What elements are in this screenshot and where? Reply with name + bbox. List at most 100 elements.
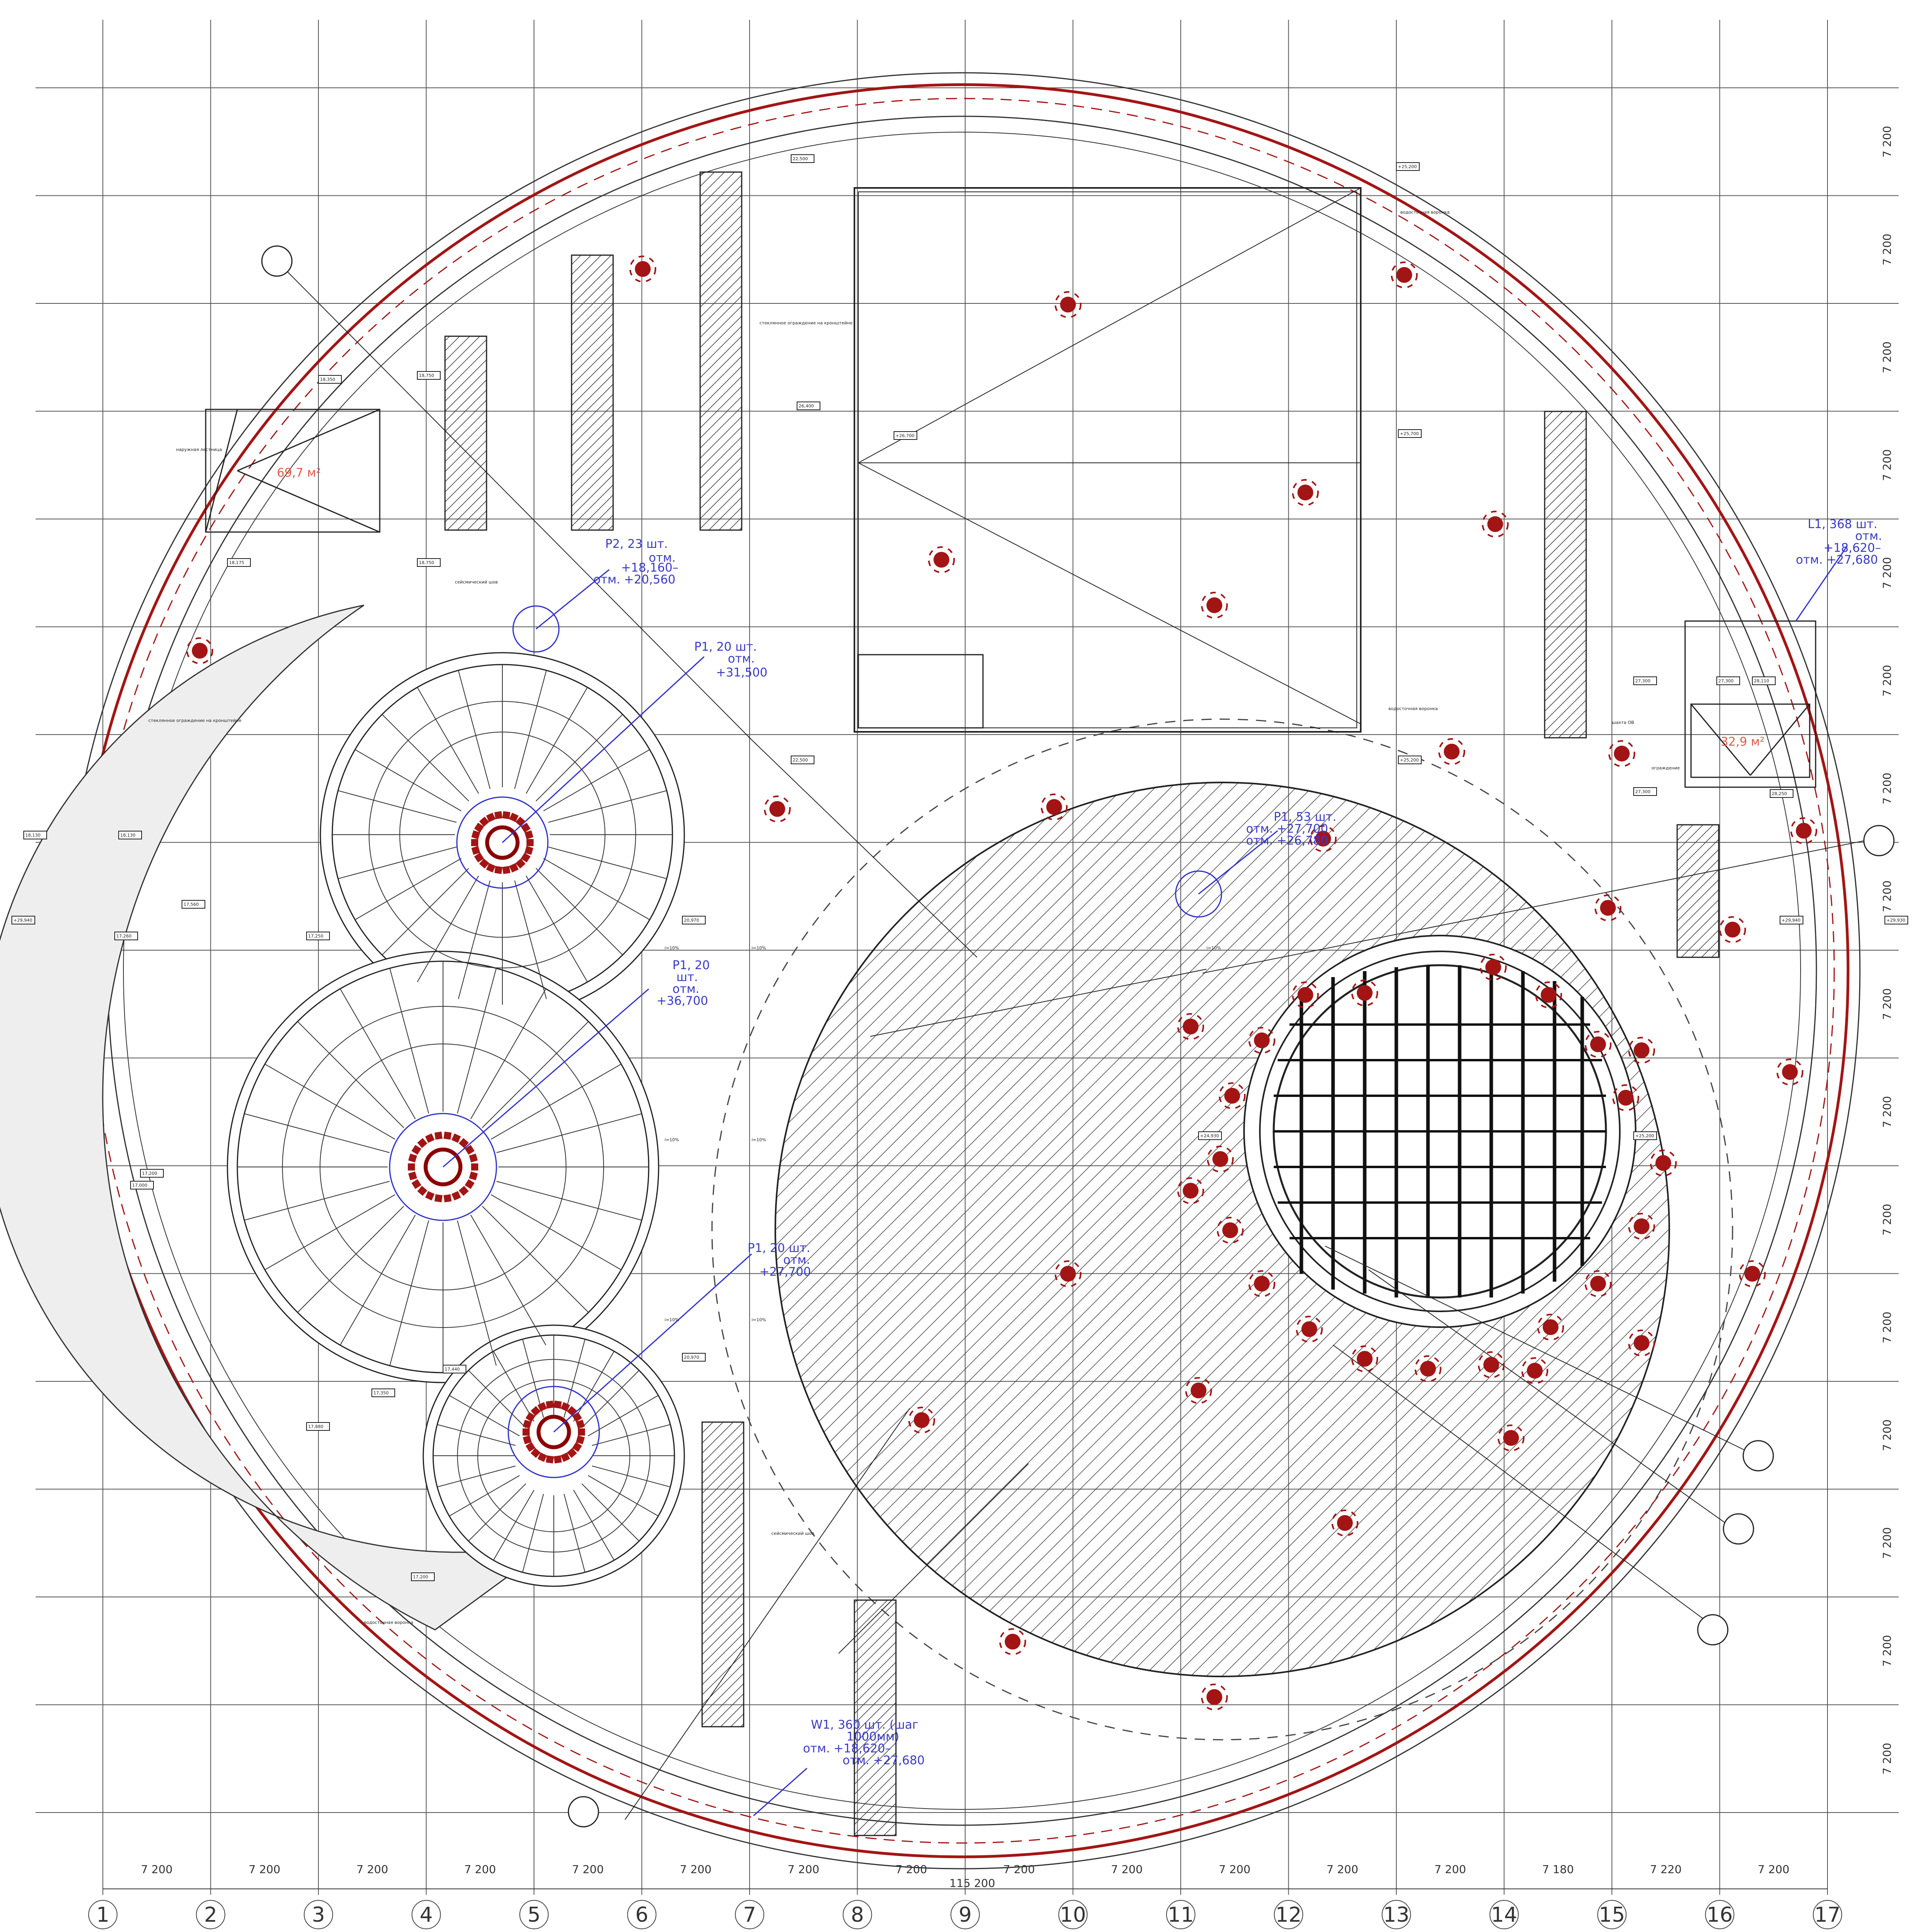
rib-line (340, 1214, 416, 1345)
axis-label: 15 (1599, 1903, 1625, 1927)
rosette-drain (530, 1448, 541, 1458)
rosette-drain (443, 1131, 452, 1140)
axis-label: 13 (1383, 1903, 1409, 1927)
rosette-drain (474, 852, 484, 863)
note-gutter-top: водосточная воронка (1400, 210, 1450, 215)
row-span-label: 7 200 (1880, 881, 1894, 912)
callout-l1-line3: +18,620– (1824, 541, 1881, 555)
drain-dot (1543, 1319, 1559, 1335)
drain-dot (192, 643, 208, 659)
drain-halo (1177, 1177, 1204, 1204)
rib-line (493, 1351, 534, 1422)
drain-dot (1297, 987, 1313, 1003)
elevation-value: +25,200 (1635, 1133, 1654, 1138)
ring-line (477, 1379, 631, 1532)
axis-bubble (735, 1900, 764, 1929)
drain-dot (1725, 922, 1740, 938)
elevation-box (114, 932, 138, 940)
drain-dot (1634, 1335, 1649, 1351)
rosette-drain (521, 852, 531, 863)
rib-line (265, 1194, 396, 1270)
column-axis-labels: 1 2 3 4 5 6 7 8 9 10 11 12 13 14 15 16 17 (88, 1900, 1842, 1929)
drain-dot (1060, 297, 1076, 313)
drain-dot (1503, 1430, 1519, 1446)
drain-dot (1060, 1266, 1076, 1282)
axis-bubble (1382, 1900, 1411, 1929)
row-span-label: 7 200 (1880, 1419, 1894, 1451)
callout-p1-mid-line1: P1, 20 (672, 958, 710, 972)
rosette-drain (509, 863, 519, 873)
rosette-drain (502, 866, 511, 874)
span-label: 7 200 (788, 1863, 819, 1876)
drain-dot (1527, 1363, 1543, 1379)
rib-line (496, 1181, 642, 1221)
rosette-drain (537, 1402, 547, 1412)
rosette-drain (578, 1428, 585, 1436)
span-label: 7 220 (1650, 1863, 1682, 1876)
axis-label: 8 (851, 1903, 864, 1927)
small-roofs (205, 409, 1816, 788)
span-label: 7 200 (141, 1863, 172, 1876)
row-span-label: 7 200 (1880, 773, 1894, 804)
drain-halo (1201, 1684, 1228, 1710)
elevation-value: 18,175 (229, 560, 244, 565)
drain-dot (635, 261, 651, 277)
rib-line (581, 1483, 640, 1542)
drain-halo (1739, 1260, 1766, 1287)
rib-line (457, 1220, 497, 1366)
rosette-drain (434, 1194, 443, 1203)
drain-dot (934, 552, 949, 568)
rib-line (536, 714, 623, 801)
elevation-value: 17,440 (445, 1367, 460, 1372)
drain-dot (1796, 823, 1812, 839)
elevation-value: 17,200 (142, 1171, 157, 1176)
ring-line (457, 1359, 651, 1553)
drain-dot (1337, 1515, 1353, 1531)
elevation-box (1633, 787, 1657, 796)
elevation-tags: 22,500 +25,200 26,400 +26,700 +25,700 22,500 +… (11, 154, 1908, 1581)
axis-label: 4 (420, 1903, 433, 1927)
rib-line (482, 1206, 589, 1313)
span-label: 7 200 (1434, 1863, 1466, 1876)
row-span-label: 7 200 (1880, 1096, 1894, 1128)
span-label: 7 200 (896, 1863, 927, 1876)
ring-line (320, 1044, 566, 1290)
drain-halo (1628, 1213, 1655, 1240)
note-glazing-top: стеклянное ограждение на кронштейне (759, 320, 853, 326)
elevation-value: 28,250 (1772, 791, 1787, 796)
rosette-drain (494, 811, 503, 819)
drain-halo (1248, 1270, 1275, 1297)
rib-line (382, 714, 469, 801)
leader-lines (276, 261, 1875, 1820)
axis-bubble (519, 1900, 549, 1929)
elevation-box (1716, 676, 1740, 685)
drain-dot (1634, 1218, 1649, 1234)
rib-line (437, 1465, 516, 1487)
elevation-box (130, 1181, 154, 1190)
drain-dot (1005, 1634, 1021, 1650)
axis-label: 7 (743, 1903, 756, 1927)
callout-p1-mid-line4: +36,700 (657, 994, 708, 1008)
drain-dot (1614, 746, 1630, 761)
elevation-value: 18,350 (320, 377, 335, 382)
rosette-drain (417, 1186, 428, 1196)
elevation-box (140, 1169, 164, 1178)
rib-line (417, 687, 479, 794)
rib-line (244, 1113, 390, 1153)
row-span-label: 7 200 (1880, 449, 1894, 481)
rosette-drain (417, 1138, 428, 1148)
rosette-drain (425, 1191, 435, 1201)
drain-halo (1415, 1355, 1441, 1382)
row-span-label: 7 200 (1880, 234, 1894, 265)
row-span-label: 7 200 (1880, 557, 1894, 589)
elevation-value: 17,250 (308, 934, 324, 939)
rosette-drain (425, 1133, 435, 1143)
drain-dot (1357, 1351, 1373, 1367)
drain-halo (1217, 1217, 1244, 1244)
blue-leaders (443, 546, 1848, 1816)
rosette-drain (471, 1163, 478, 1171)
drain-halo (1719, 916, 1746, 943)
drain-halo (1219, 1082, 1246, 1109)
rib-line (297, 1206, 404, 1313)
rosette-drain (471, 846, 481, 855)
